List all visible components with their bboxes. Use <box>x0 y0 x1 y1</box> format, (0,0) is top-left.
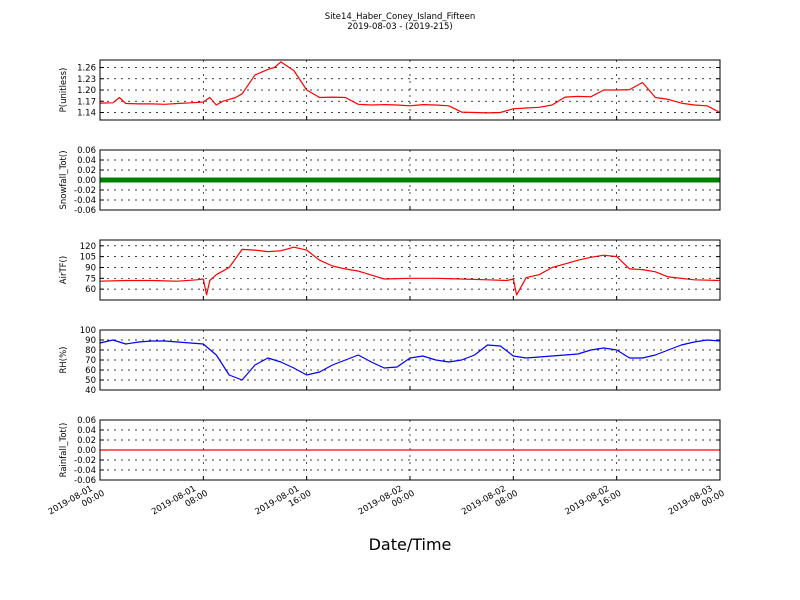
y-tick-label: 1.26 <box>77 64 96 74</box>
chart-title-line2: 2019-08-03 - (2019-215) <box>347 22 452 32</box>
panel-frame <box>99 59 721 121</box>
y-tick-label: 70 <box>85 356 96 366</box>
y-tick-label: 120 <box>80 242 96 252</box>
y-tick-label: 1.17 <box>77 97 96 107</box>
panel-frame <box>99 239 721 301</box>
y-tick-label: 0.04 <box>77 426 96 436</box>
y-tick-label: 0.06 <box>77 146 96 156</box>
y-tick-label: 0.06 <box>77 416 96 426</box>
series-line-4 <box>99 339 721 381</box>
y-tick-label: -0.06 <box>74 206 96 216</box>
y-tick-label: 0.02 <box>77 436 96 446</box>
y-tick-label: 0.02 <box>77 166 96 176</box>
y-tick-label: 75 <box>85 274 96 284</box>
x-tick-label: 2019-08-0116:00 <box>253 480 313 526</box>
y-tick-label: -0.04 <box>74 196 96 206</box>
panel-5: 0.060.040.020.00-0.02-0.04-0.06 Rainfall_… <box>59 416 721 486</box>
y-tick-label: -0.06 <box>74 476 96 486</box>
y-tick-label: -0.02 <box>74 456 96 466</box>
y-tick-label: 90 <box>85 263 96 273</box>
y-axis-label: RH(%) <box>59 346 69 373</box>
x-tick-label: 2019-08-0200:00 <box>357 480 417 526</box>
panels-group: 1.261.231.201.171.14P(unitless)0.060.040… <box>59 59 721 486</box>
y-axis-label: AirTF() <box>59 256 69 284</box>
y-tick-label: 50 <box>85 376 96 386</box>
x-tick-label: 2019-08-0208:00 <box>460 480 520 526</box>
panel-frame <box>99 149 721 211</box>
y-tick-label: 80 <box>85 346 96 356</box>
y-axis-label: Rainfall_Tot() <box>59 423 69 478</box>
x-axis-title: Date/Time <box>369 535 452 554</box>
panel-2: 0.060.040.020.00-0.02-0.04-0.06 Snowfall_… <box>59 146 721 216</box>
y-axis-label: Snowfall_Tot() <box>59 150 69 209</box>
y-axis-label: P(unitless) <box>59 68 69 113</box>
x-tick-label: 2019-08-0108:00 <box>150 480 210 526</box>
x-tick-label: 2019-08-0300:00 <box>667 480 727 526</box>
y-tick-label: 100 <box>80 326 96 336</box>
y-tick-label: 90 <box>85 336 96 346</box>
series-line-1 <box>99 61 721 114</box>
y-tick-label: 0.00 <box>77 446 96 456</box>
y-tick-label: 0.04 <box>77 156 96 166</box>
panel-frame <box>99 419 721 481</box>
y-tick-label: 1.23 <box>77 75 96 85</box>
y-tick-label: 1.14 <box>77 109 96 119</box>
x-tick-label: 2019-08-0216:00 <box>563 480 623 526</box>
y-tick-label: 60 <box>85 285 96 295</box>
x-tick-label: 2019-08-0100:00 <box>47 480 107 526</box>
panel-frame <box>99 329 721 391</box>
y-tick-label: -0.04 <box>74 466 96 476</box>
y-tick-label: 0.00 <box>77 176 96 186</box>
y-tick-label: -0.02 <box>74 186 96 196</box>
y-tick-label: 105 <box>80 253 96 263</box>
chart-title-line1: Site14_Haber_Coney_Island_Fifteen <box>325 12 476 22</box>
x-tick-labels: 2019-08-0100:00 2019-08-0108:00 2019-08-01… <box>47 480 727 526</box>
y-tick-label: 60 <box>85 366 96 376</box>
y-tick-label: 40 <box>85 386 96 396</box>
panel-1: 1.261.231.201.17 1.14 P(unitless) <box>59 59 721 121</box>
series-line-3 <box>99 246 721 296</box>
y-tick-label: 1.20 <box>77 86 96 96</box>
